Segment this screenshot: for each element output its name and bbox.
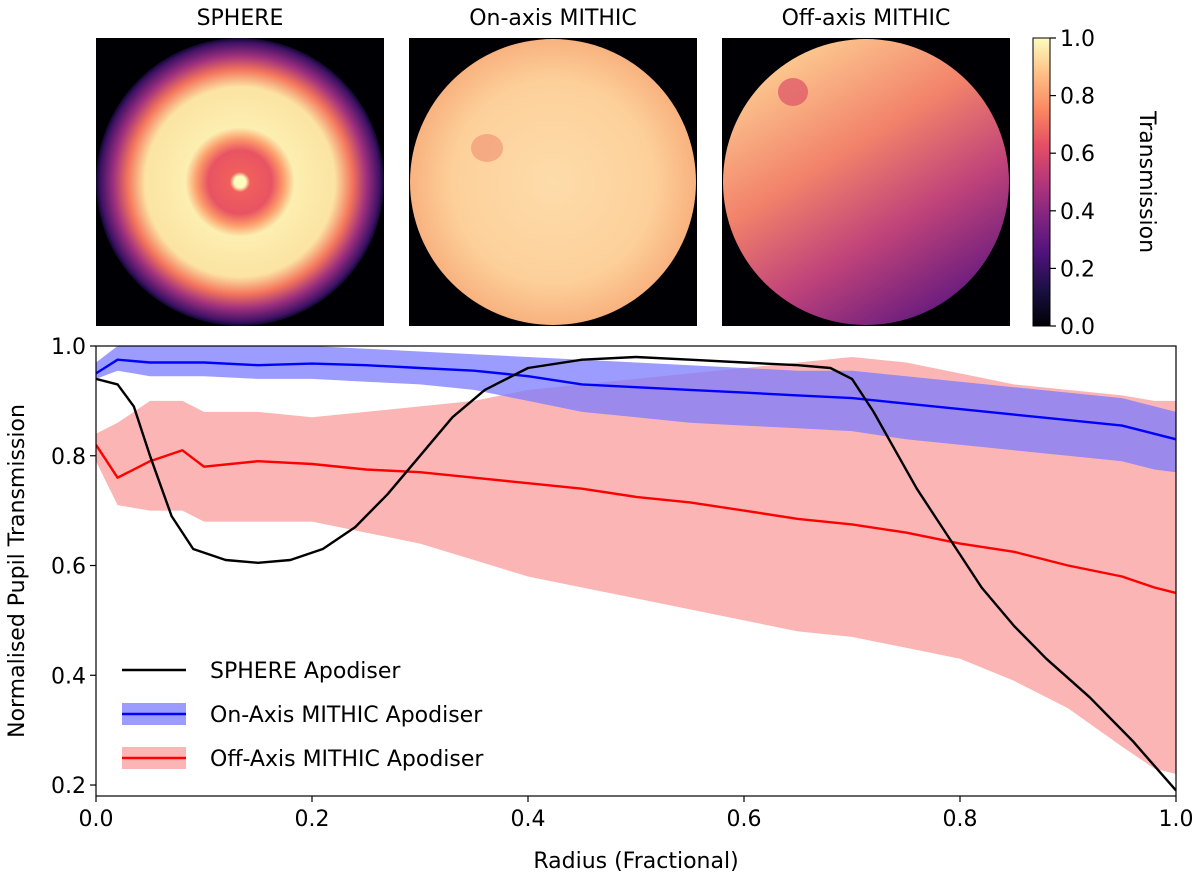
legend-label: On-Axis MITHIC Apodiser: [210, 703, 483, 728]
colorbar-label: Transmission: [1134, 110, 1159, 253]
colorbar: 0.0 0.2 0.4 0.6 0.8 1.0 Transmission: [1032, 27, 1159, 340]
x-tick-label: 0.4: [511, 807, 546, 832]
defect-spot: [471, 134, 503, 162]
x-tick-label: 0.0: [79, 807, 114, 832]
x-axis-label: Radius (Fractional): [533, 849, 738, 874]
y-tick-label: 1.0: [51, 335, 86, 360]
y-axis-ticks: 0.2 0.4 0.6 0.8 1.0: [51, 335, 96, 799]
panel-on-axis: On-axis MITHIC: [409, 6, 697, 326]
legend-label: SPHERE Apodiser: [210, 659, 401, 684]
panel-sphere: SPHERE: [96, 6, 384, 326]
panel-off-axis: Off-axis MITHIC: [722, 6, 1010, 326]
series-line-on-axis: [96, 358, 1176, 441]
series-layer: [96, 346, 1176, 792]
colorbar-ticks: 0.0 0.2 0.4 0.6 0.8 1.0: [1050, 27, 1095, 340]
legend-item: Off-Axis MITHIC Apodiser: [122, 747, 484, 772]
colorbar-tick-label: 0.4: [1060, 200, 1095, 225]
x-tick-label: 0.6: [727, 807, 762, 832]
colorbar-tick-label: 1.0: [1060, 27, 1095, 52]
legend-item: On-Axis MITHIC Apodiser: [122, 703, 483, 728]
colorbar-tick-label: 0.0: [1060, 315, 1095, 340]
uncertainty-band-off-axis: [96, 357, 1176, 774]
colorbar-gradient: [1032, 37, 1051, 327]
uncertainty-band-on-axis: [96, 346, 1176, 473]
legend: SPHERE Apodiser On-Axis MITHIC Apodiser Of…: [122, 659, 484, 772]
sphere-apodiser-image: [96, 38, 384, 326]
plot-frame: [95, 345, 1177, 797]
y-tick-label: 0.2: [51, 774, 86, 799]
colorbar-tick-label: 0.8: [1060, 85, 1095, 110]
line-chart: 0.0 0.2 0.4 0.6 0.8 1.0 0.2 0.4 0.6 0.8 1.0 Radiu…: [5, 335, 1194, 874]
x-axis-ticks: 0.0 0.2 0.4 0.6 0.8 1.0: [79, 796, 1194, 832]
y-tick-label: 0.8: [51, 445, 86, 470]
legend-item: SPHERE Apodiser: [122, 659, 401, 684]
panel-title: On-axis MITHIC: [469, 6, 637, 31]
series-line-sphere: [96, 355, 1176, 792]
off-axis-apodiser-image: [723, 39, 1009, 325]
x-tick-label: 0.8: [943, 807, 978, 832]
y-tick-label: 0.6: [51, 555, 86, 580]
panel-title: Off-axis MITHIC: [782, 6, 951, 31]
x-tick-label: 1.0: [1159, 807, 1194, 832]
series-line-off-axis: [96, 444, 1176, 595]
legend-label: Off-Axis MITHIC Apodiser: [210, 747, 484, 772]
panel-title: SPHERE: [197, 6, 284, 31]
x-tick-label: 0.2: [295, 807, 330, 832]
defect-spot: [778, 78, 808, 106]
y-axis-label: Normalised Pupil Transmission: [5, 404, 30, 738]
y-tick-label: 0.4: [51, 664, 86, 689]
colorbar-tick-label: 0.2: [1060, 257, 1095, 282]
on-axis-apodiser-image: [410, 39, 696, 325]
colorbar-tick-label: 0.6: [1060, 142, 1095, 167]
